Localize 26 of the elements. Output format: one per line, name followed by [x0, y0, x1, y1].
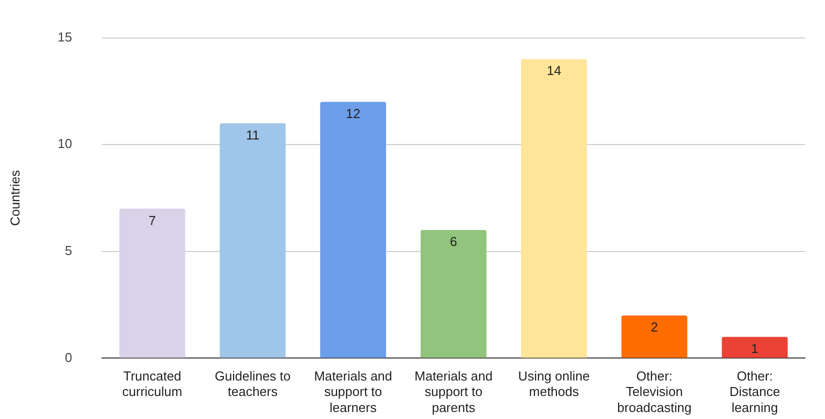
data-label: 14 [546, 63, 562, 78]
data-label: 6 [450, 234, 458, 250]
bar [621, 315, 688, 358]
x-tick-label: Using online methods [518, 368, 590, 400]
x-tick-label: Materials and support to learners [314, 368, 392, 415]
data-label: 1 [751, 340, 758, 356]
bar [119, 208, 186, 358]
bar [220, 123, 286, 358]
bar [320, 102, 386, 358]
y-tick-label: 15 [58, 29, 72, 44]
x-tick-label: Truncated curriculum [122, 368, 182, 400]
y-axis-title: Countries [7, 170, 22, 226]
x-tick-label: Other: Television broadcasting [617, 368, 692, 415]
bar [722, 336, 788, 358]
y-tick-label: 5 [64, 242, 72, 258]
x-tick-label: Materials and support to parents [414, 368, 493, 415]
y-tick-label: 10 [58, 136, 72, 152]
data-label: 12 [346, 106, 360, 121]
bar [420, 230, 486, 358]
data-label: 11 [246, 127, 260, 142]
y-tick-label: 0 [64, 350, 72, 365]
bar [521, 59, 587, 358]
x-tick-label: Guidelines to teachers [214, 368, 291, 400]
data-label: 7 [148, 212, 156, 228]
x-tick-label: Other: Distance learning [730, 368, 780, 415]
data-label: 2 [650, 320, 658, 335]
